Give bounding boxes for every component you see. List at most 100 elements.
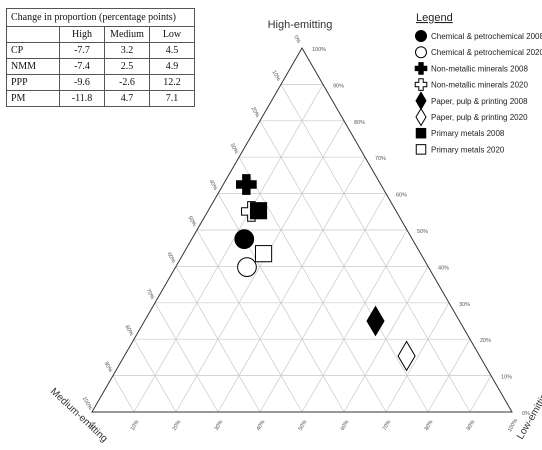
cell-medium: 2.5 bbox=[104, 58, 150, 75]
grid-line bbox=[427, 339, 471, 413]
ternary-grid bbox=[112, 84, 492, 413]
grid-line bbox=[154, 302, 219, 413]
axis-label-high: High-emitting bbox=[268, 19, 333, 31]
grid-line bbox=[385, 302, 450, 413]
tick-label-low: 90% bbox=[466, 419, 477, 432]
table-row: CP -7.7 3.2 4.5 bbox=[6, 42, 195, 59]
tick-label-high: 10% bbox=[501, 375, 512, 381]
legend-marker bbox=[415, 127, 427, 139]
legend-marker bbox=[415, 107, 427, 127]
grid-line bbox=[196, 229, 303, 413]
grid-line bbox=[112, 375, 135, 413]
grid-line bbox=[175, 266, 261, 413]
tick-label-high: 40% bbox=[438, 265, 449, 271]
cell-low: 4.9 bbox=[149, 58, 195, 75]
grid-line bbox=[469, 375, 492, 413]
tick-label-high: 30% bbox=[459, 302, 470, 308]
cell-high: -7.7 bbox=[59, 42, 105, 59]
row-label: PM bbox=[6, 90, 60, 107]
row-label: NMM bbox=[6, 58, 60, 75]
legend-marker bbox=[415, 144, 427, 155]
tick-label-medium: 20% bbox=[250, 106, 261, 119]
proportion-change-table-wrapper: Change in proportion (percentage points)… bbox=[6, 8, 195, 107]
tick-label-high: 90% bbox=[333, 83, 344, 89]
triangle-frame bbox=[91, 46, 513, 413]
legend-marker bbox=[414, 62, 428, 75]
tick-labels: 100% 90% 80% 70% 60% 50% 40% 30% 20% 10% 0% 100% 90%… bbox=[81, 35, 530, 434]
legend-entry: Primary metals 2020 bbox=[431, 145, 505, 154]
tick-label-high: 80% bbox=[354, 120, 365, 126]
legend-marker bbox=[415, 46, 427, 59]
tick-label-low: 30% bbox=[214, 419, 225, 432]
cell-low: 12.2 bbox=[149, 74, 195, 91]
cell-low: 4.5 bbox=[149, 42, 195, 59]
tick-label-high: 20% bbox=[480, 338, 491, 344]
cell-high: -9.6 bbox=[59, 74, 105, 91]
cell-low: 7.1 bbox=[149, 90, 195, 107]
tick-label-low: 10% bbox=[130, 419, 141, 432]
legend-entry: Non-metallic minerals 2008 bbox=[431, 64, 528, 73]
data-point-circle-open bbox=[237, 257, 257, 277]
legend-marker bbox=[415, 91, 427, 111]
table-row: PPP -9.6 -2.6 12.2 bbox=[6, 74, 195, 91]
grid-line bbox=[133, 339, 177, 413]
tick-label-low: 50% bbox=[298, 419, 309, 432]
table-header-high: High bbox=[59, 26, 105, 43]
tick-label-high: 50% bbox=[417, 229, 428, 235]
tick-label-medium: 30% bbox=[229, 142, 240, 155]
tick-label-medium: 100% bbox=[81, 396, 93, 411]
tick-label-medium: 0% bbox=[292, 35, 301, 45]
tick-label-medium: 10% bbox=[271, 70, 282, 83]
tick-label-high: 70% bbox=[375, 156, 386, 162]
grid-line bbox=[343, 266, 429, 413]
tick-label-medium: 70% bbox=[145, 288, 156, 301]
proportion-change-table: Change in proportion (percentage points)… bbox=[6, 8, 195, 107]
tick-label-high: 100% bbox=[312, 47, 326, 53]
tick-label-low: 20% bbox=[172, 419, 183, 432]
axis-label-low: Low-emitting bbox=[515, 387, 542, 442]
data-point-diamond-filled bbox=[366, 305, 385, 337]
legend-entry: Paper, pulp & printing 2008 bbox=[431, 97, 528, 106]
cell-medium: -2.6 bbox=[104, 74, 150, 91]
cell-high: -11.8 bbox=[59, 90, 105, 107]
table-row: PM -11.8 4.7 7.1 bbox=[6, 90, 195, 107]
tick-label-low: 60% bbox=[340, 419, 351, 432]
tick-label-low: 70% bbox=[382, 419, 393, 432]
data-point-square-filled bbox=[249, 202, 268, 220]
legend-entry: Primary metals 2008 bbox=[431, 129, 505, 138]
tick-label-high: 60% bbox=[396, 193, 407, 199]
grid-line bbox=[301, 229, 408, 413]
row-label: CP bbox=[6, 42, 60, 59]
cell-medium: 3.2 bbox=[104, 42, 150, 59]
legend-entry: Chemical & petrochemical 2020 bbox=[431, 48, 542, 57]
legend-title: Legend bbox=[416, 12, 453, 24]
grid-line bbox=[217, 157, 366, 413]
tick-label-medium: 80% bbox=[124, 324, 135, 337]
grid-line bbox=[280, 84, 471, 413]
legend-entry: Chemical & petrochemical 2008 bbox=[431, 32, 542, 41]
axis-label-medium: Medium-emitting bbox=[48, 386, 110, 444]
table-title: Change in proportion (percentage points) bbox=[6, 8, 195, 27]
grid-line bbox=[238, 157, 387, 413]
data-point-circle-filled bbox=[234, 229, 255, 249]
data-point-diamond-open bbox=[397, 340, 416, 372]
legend-entry: Paper, pulp & printing 2020 bbox=[431, 113, 528, 122]
data-point-square-open bbox=[254, 245, 273, 263]
tick-label-medium: 90% bbox=[103, 361, 114, 374]
tick-label-medium: 60% bbox=[166, 252, 177, 265]
legend-marker bbox=[414, 78, 428, 91]
table-row: NMM -7.4 2.5 4.9 bbox=[6, 58, 195, 75]
grid-line bbox=[133, 84, 324, 413]
table-header-blank bbox=[6, 26, 60, 43]
tick-label-low: 40% bbox=[256, 419, 267, 432]
cell-high: -7.4 bbox=[59, 58, 105, 75]
legend: Legend Chemical & petrochemical 2008 Chem… bbox=[414, 12, 542, 155]
tick-label-medium: 50% bbox=[187, 215, 198, 228]
data-markers bbox=[234, 174, 416, 372]
table-header-medium: Medium bbox=[104, 26, 150, 43]
legend-entry: Non-metallic minerals 2020 bbox=[431, 81, 528, 90]
data-point-cross-filled bbox=[235, 174, 257, 195]
tick-label-medium: 40% bbox=[208, 179, 219, 192]
row-label: PPP bbox=[6, 74, 60, 91]
